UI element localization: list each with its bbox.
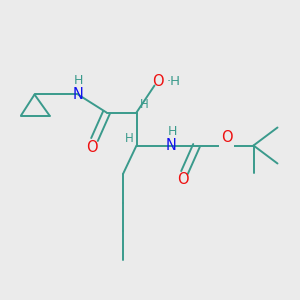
Text: O: O [221, 130, 232, 146]
Text: O: O [177, 172, 189, 188]
Text: H: H [140, 98, 148, 112]
Text: O: O [86, 140, 97, 154]
Text: H: H [168, 124, 177, 138]
Text: N: N [73, 87, 83, 102]
Text: H: H [124, 132, 134, 146]
Text: O: O [152, 74, 163, 88]
Text: H: H [73, 74, 83, 87]
Text: O: O [221, 130, 232, 146]
Text: ·H: ·H [167, 75, 181, 88]
Text: N: N [166, 138, 176, 153]
